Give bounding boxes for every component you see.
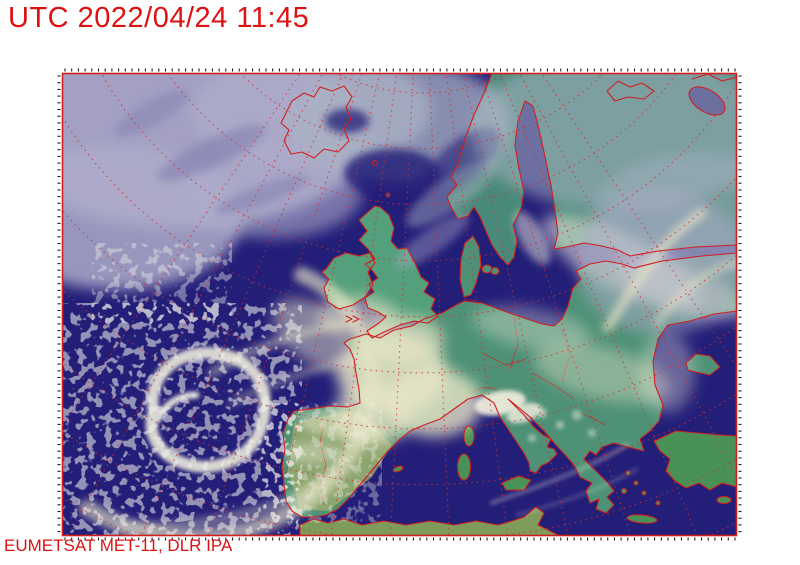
cloud-layer [62,73,737,536]
timestamp-title: UTC 2022/04/24 11:45 [8,2,310,34]
aegean-island [642,491,646,495]
satellite-scene-svg [57,68,742,541]
island-crete [627,514,657,524]
aegean-island [621,488,627,494]
island-sardinia [457,454,471,480]
island-rhodes [656,501,660,505]
coastline-layer [280,73,737,536]
credit-caption: EUMETSAT MET-11, DLR IPA [4,536,233,555]
tick-marks [57,68,742,541]
image-frame-border [61,72,738,537]
island-zealand [482,265,492,273]
satellite-image [57,68,742,541]
channel-annotation-marks [345,315,360,323]
cumulus-speckle [262,403,382,523]
island-cyprus [717,496,731,504]
island-corsica [464,426,474,446]
aegean-island [634,481,638,485]
island-fyn [491,267,499,275]
cumulus-speckle [92,243,232,323]
